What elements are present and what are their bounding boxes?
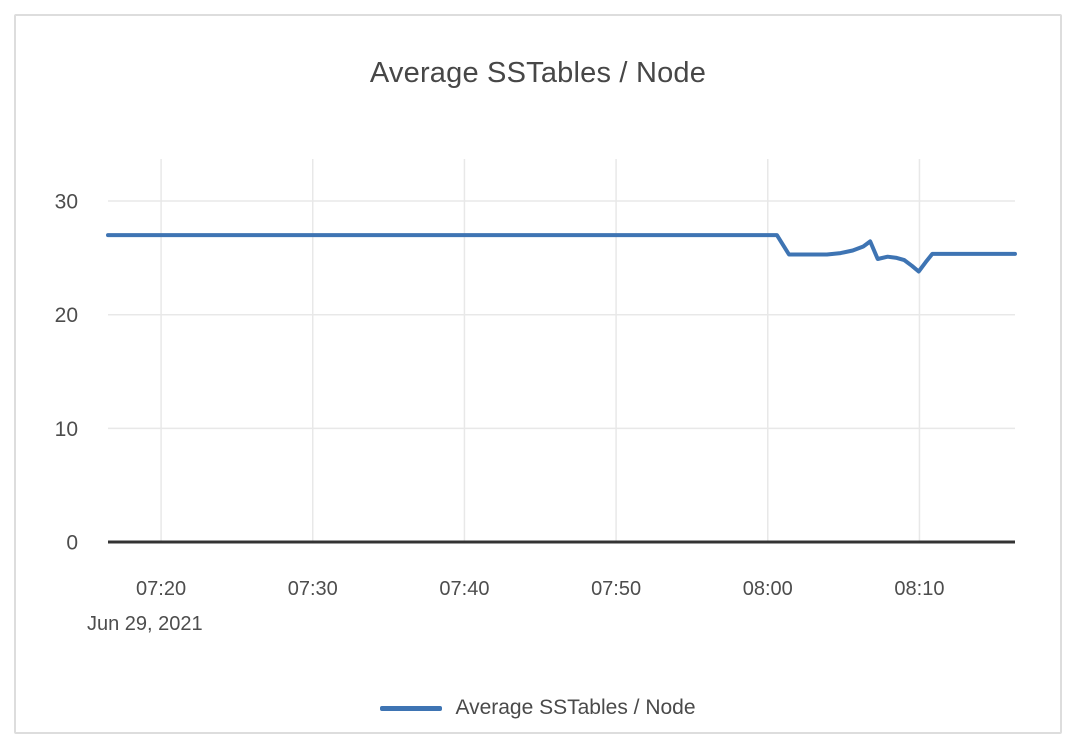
legend-line-swatch — [380, 705, 443, 711]
x-tick-label: 07:40 — [439, 578, 489, 600]
chart-card: Average SSTables / Node 0 10 20 30 07:20 07:3… — [14, 14, 1062, 734]
y-tick-label: 30 — [55, 191, 78, 214]
legend-item[interactable]: Average SSTables / Node — [380, 696, 696, 720]
legend-label: Average SSTables / Node — [455, 696, 696, 719]
chart-plot: 0 10 20 30 07:20 07:30 07:40 07:50 08:00 08:10 — [55, 159, 1017, 600]
x-tick-label: 07:20 — [136, 578, 186, 600]
x-tick-label: 08:00 — [743, 578, 793, 600]
x-tick-label: 08:10 — [894, 578, 944, 600]
y-tick-label: 20 — [55, 304, 78, 327]
series-line — [106, 233, 1017, 274]
y-tick-label: 0 — [66, 532, 78, 555]
legend: Average SSTables / Node — [16, 696, 1060, 720]
x-axis-date-label: Jun 29, 2021 — [87, 613, 203, 635]
x-tick-label: 07:50 — [591, 578, 641, 600]
x-tick-label: 07:30 — [288, 578, 338, 600]
chart-title: Average SSTables / Node — [369, 57, 707, 89]
y-tick-label: 10 — [55, 418, 78, 441]
